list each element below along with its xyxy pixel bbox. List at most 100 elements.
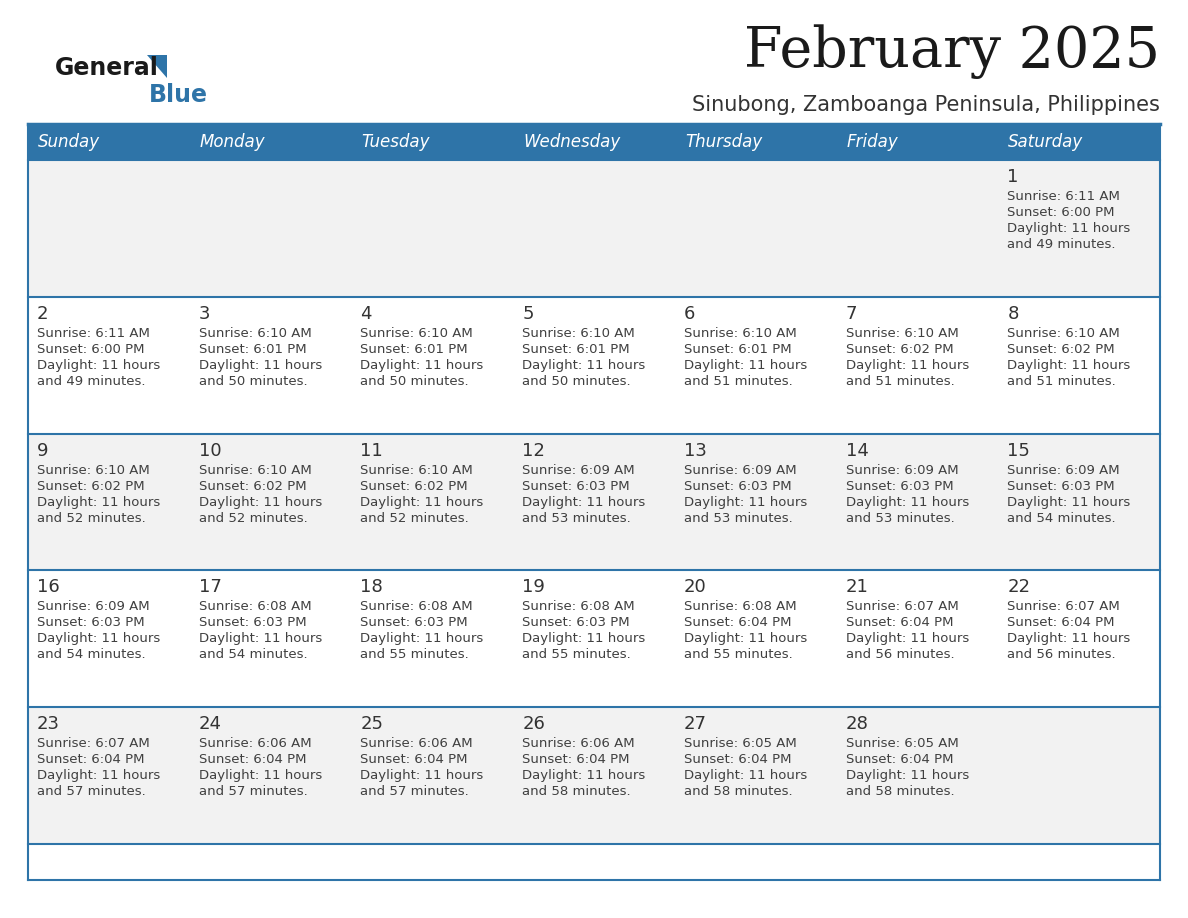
Bar	[29, 160, 190, 297]
Text: Sunset: 6:04 PM: Sunset: 6:04 PM	[360, 753, 468, 767]
Text: Daylight: 11 hours: Daylight: 11 hours	[37, 769, 160, 782]
Text: Daylight: 11 hours: Daylight: 11 hours	[360, 633, 484, 645]
Text: February 2025: February 2025	[744, 25, 1159, 79]
Text: 16: 16	[37, 578, 59, 597]
Text: Daylight: 11 hours: Daylight: 11 hours	[523, 359, 645, 372]
Text: Sunrise: 6:09 AM: Sunrise: 6:09 AM	[523, 464, 634, 476]
Bar	[190, 297, 352, 433]
Text: 8: 8	[1007, 305, 1018, 323]
Bar	[190, 570, 352, 707]
Text: and 53 minutes.: and 53 minutes.	[684, 511, 792, 524]
Text: Daylight: 11 hours: Daylight: 11 hours	[523, 633, 645, 645]
Text: Sunset: 6:04 PM: Sunset: 6:04 PM	[684, 616, 791, 630]
Text: Daylight: 11 hours: Daylight: 11 hours	[198, 359, 322, 372]
Text: Sunset: 6:02 PM: Sunset: 6:02 PM	[846, 342, 953, 356]
Bar	[29, 570, 190, 707]
Bar	[352, 160, 513, 297]
Text: and 52 minutes.: and 52 minutes.	[360, 511, 469, 524]
Text: and 50 minutes.: and 50 minutes.	[198, 375, 308, 387]
Text: 13: 13	[684, 442, 707, 460]
Text: Daylight: 11 hours: Daylight: 11 hours	[37, 359, 160, 372]
Text: and 53 minutes.: and 53 minutes.	[523, 511, 631, 524]
Text: 14: 14	[846, 442, 868, 460]
Bar	[352, 570, 513, 707]
Text: Sunrise: 6:10 AM: Sunrise: 6:10 AM	[684, 327, 797, 340]
Bar	[836, 707, 998, 844]
Bar	[513, 124, 675, 160]
Text: Sunset: 6:01 PM: Sunset: 6:01 PM	[684, 342, 791, 356]
Text: Sunset: 6:04 PM: Sunset: 6:04 PM	[846, 616, 953, 630]
Text: Daylight: 11 hours: Daylight: 11 hours	[1007, 496, 1131, 509]
Text: 6: 6	[684, 305, 695, 323]
Text: Daylight: 11 hours: Daylight: 11 hours	[198, 769, 322, 782]
Text: Sunset: 6:03 PM: Sunset: 6:03 PM	[360, 616, 468, 630]
Text: 3: 3	[198, 305, 210, 323]
Text: Sunset: 6:04 PM: Sunset: 6:04 PM	[684, 753, 791, 767]
Text: Daylight: 11 hours: Daylight: 11 hours	[684, 769, 807, 782]
Text: Sunrise: 6:09 AM: Sunrise: 6:09 AM	[1007, 464, 1120, 476]
Text: Blue: Blue	[148, 83, 208, 107]
Text: Sunrise: 6:08 AM: Sunrise: 6:08 AM	[198, 600, 311, 613]
Text: Sunset: 6:04 PM: Sunset: 6:04 PM	[846, 753, 953, 767]
Text: 20: 20	[684, 578, 707, 597]
Text: and 50 minutes.: and 50 minutes.	[523, 375, 631, 387]
Text: and 50 minutes.: and 50 minutes.	[360, 375, 469, 387]
Bar	[513, 297, 675, 433]
Text: Sunset: 6:02 PM: Sunset: 6:02 PM	[198, 479, 307, 493]
Text: and 51 minutes.: and 51 minutes.	[684, 375, 792, 387]
Text: Sunset: 6:04 PM: Sunset: 6:04 PM	[198, 753, 307, 767]
Text: Sunset: 6:01 PM: Sunset: 6:01 PM	[198, 342, 307, 356]
Bar	[513, 160, 675, 297]
Text: Sunrise: 6:11 AM: Sunrise: 6:11 AM	[1007, 190, 1120, 203]
Bar	[513, 707, 675, 844]
Text: and 56 minutes.: and 56 minutes.	[846, 648, 954, 661]
Text: Monday: Monday	[200, 133, 265, 151]
Bar	[190, 707, 352, 844]
Bar	[675, 433, 836, 570]
Text: Sunrise: 6:05 AM: Sunrise: 6:05 AM	[846, 737, 959, 750]
Text: 5: 5	[523, 305, 533, 323]
Text: Sunset: 6:03 PM: Sunset: 6:03 PM	[198, 616, 307, 630]
Bar	[29, 124, 190, 160]
Text: Wednesday: Wednesday	[523, 133, 620, 151]
Text: and 58 minutes.: and 58 minutes.	[684, 785, 792, 798]
Text: 22: 22	[1007, 578, 1030, 597]
Text: Sunrise: 6:10 AM: Sunrise: 6:10 AM	[198, 464, 311, 476]
Text: and 56 minutes.: and 56 minutes.	[1007, 648, 1116, 661]
Text: 17: 17	[198, 578, 222, 597]
Bar	[998, 433, 1159, 570]
Text: Sunset: 6:03 PM: Sunset: 6:03 PM	[846, 479, 953, 493]
Text: Sunset: 6:02 PM: Sunset: 6:02 PM	[360, 479, 468, 493]
Text: and 54 minutes.: and 54 minutes.	[198, 648, 308, 661]
Text: and 51 minutes.: and 51 minutes.	[1007, 375, 1116, 387]
Text: Sunrise: 6:10 AM: Sunrise: 6:10 AM	[360, 327, 473, 340]
Text: Daylight: 11 hours: Daylight: 11 hours	[1007, 222, 1131, 235]
Text: Sunset: 6:03 PM: Sunset: 6:03 PM	[37, 616, 145, 630]
Polygon shape	[147, 55, 168, 78]
Text: Tuesday: Tuesday	[361, 133, 430, 151]
Bar	[998, 707, 1159, 844]
Text: Daylight: 11 hours: Daylight: 11 hours	[684, 359, 807, 372]
Text: 2: 2	[37, 305, 49, 323]
Text: Sunrise: 6:10 AM: Sunrise: 6:10 AM	[846, 327, 959, 340]
Text: 27: 27	[684, 715, 707, 733]
Text: Daylight: 11 hours: Daylight: 11 hours	[846, 769, 969, 782]
Text: 7: 7	[846, 305, 857, 323]
Text: Daylight: 11 hours: Daylight: 11 hours	[360, 359, 484, 372]
Text: Daylight: 11 hours: Daylight: 11 hours	[37, 633, 160, 645]
Text: Daylight: 11 hours: Daylight: 11 hours	[846, 496, 969, 509]
Text: and 57 minutes.: and 57 minutes.	[37, 785, 146, 798]
Bar	[190, 433, 352, 570]
Text: 24: 24	[198, 715, 222, 733]
Bar	[675, 297, 836, 433]
Text: Sunset: 6:04 PM: Sunset: 6:04 PM	[37, 753, 145, 767]
Text: 1: 1	[1007, 168, 1018, 186]
Text: Sunrise: 6:06 AM: Sunrise: 6:06 AM	[198, 737, 311, 750]
Text: 18: 18	[360, 578, 384, 597]
Text: 25: 25	[360, 715, 384, 733]
Text: 4: 4	[360, 305, 372, 323]
Text: Sunset: 6:03 PM: Sunset: 6:03 PM	[523, 479, 630, 493]
Text: Sunrise: 6:07 AM: Sunrise: 6:07 AM	[37, 737, 150, 750]
Bar	[998, 124, 1159, 160]
Bar	[352, 707, 513, 844]
